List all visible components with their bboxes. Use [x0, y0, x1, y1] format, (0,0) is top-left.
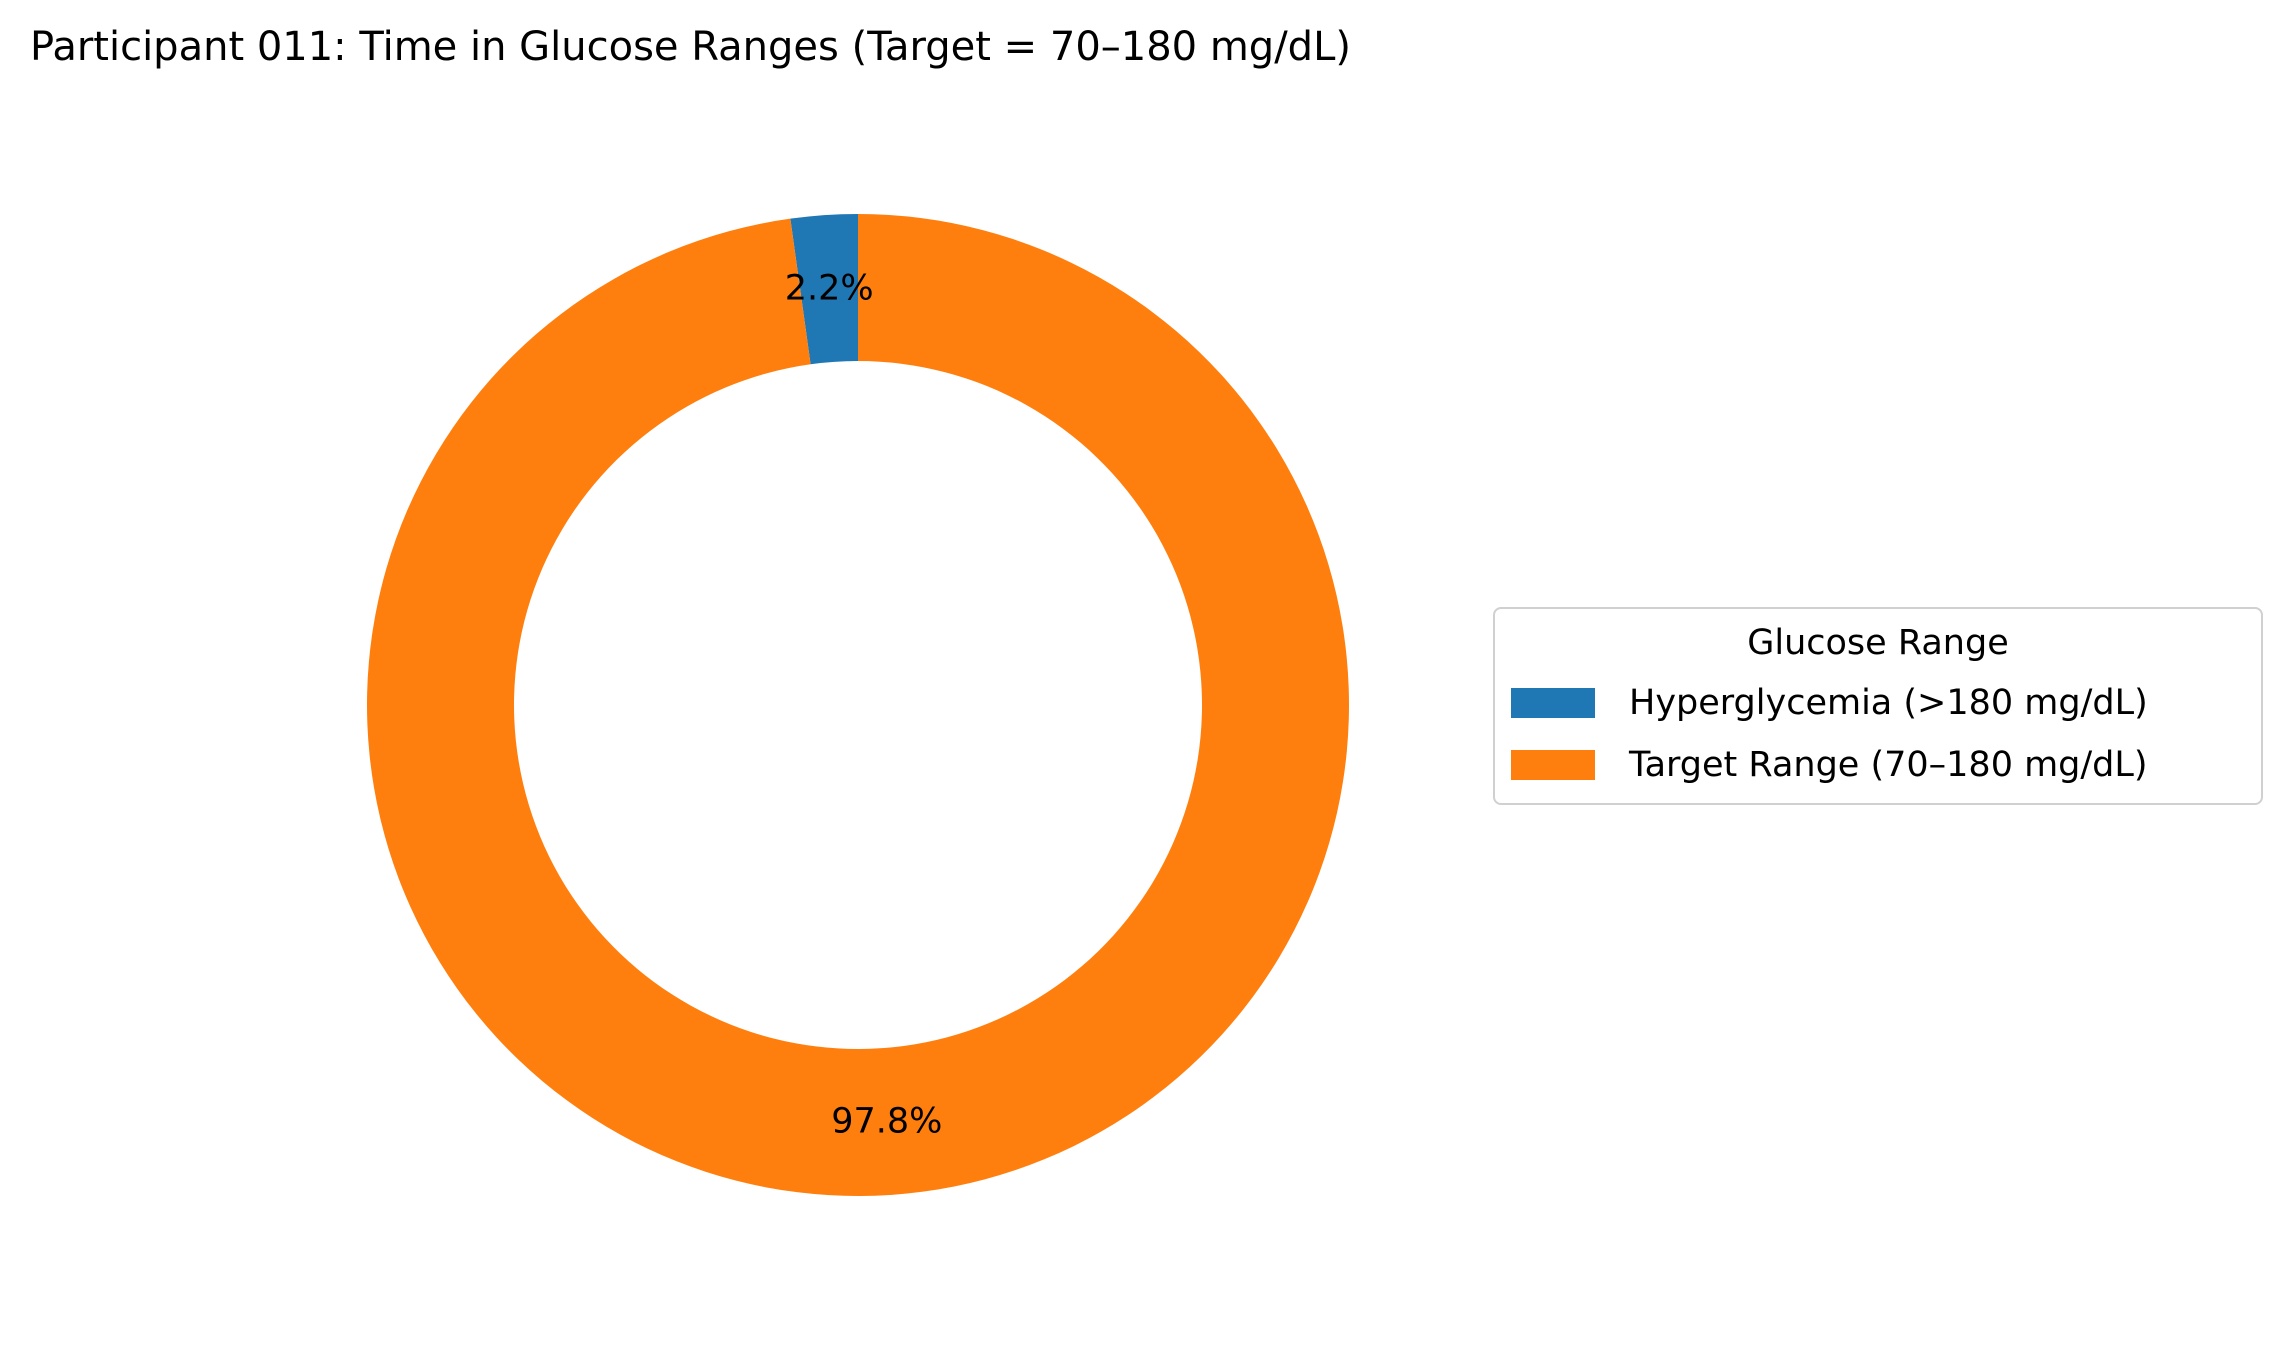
chart-title: Participant 011: Time in Glucose Ranges … — [30, 24, 1351, 70]
legend-label-hyperglycemia: Hyperglycemia (>180 mg/dL) — [1629, 683, 2148, 723]
slice-label-hyperglycemia: 2.2% — [785, 268, 874, 308]
donut-slice-labels: 2.2% 97.8% — [785, 268, 943, 1141]
legend-swatch-target-range — [1511, 750, 1595, 780]
slice-label-target-range: 97.8% — [831, 1102, 942, 1142]
legend-swatch-hyperglycemia — [1511, 688, 1595, 718]
legend-item-target-range: Target Range (70–180 mg/dL) — [1511, 743, 2148, 787]
legend: Glucose Range Hyperglycemia (>180 mg/dL)… — [1493, 607, 2263, 805]
legend-title: Glucose Range — [1747, 623, 2009, 663]
legend-label-target-range: Target Range (70–180 mg/dL) — [1629, 745, 2148, 785]
donut-slice-hyperglycemia — [790, 214, 858, 365]
donut-slices — [367, 214, 1350, 1196]
legend-item-hyperglycemia: Hyperglycemia (>180 mg/dL) — [1511, 681, 2148, 725]
donut-slice-target-range — [367, 214, 1350, 1196]
